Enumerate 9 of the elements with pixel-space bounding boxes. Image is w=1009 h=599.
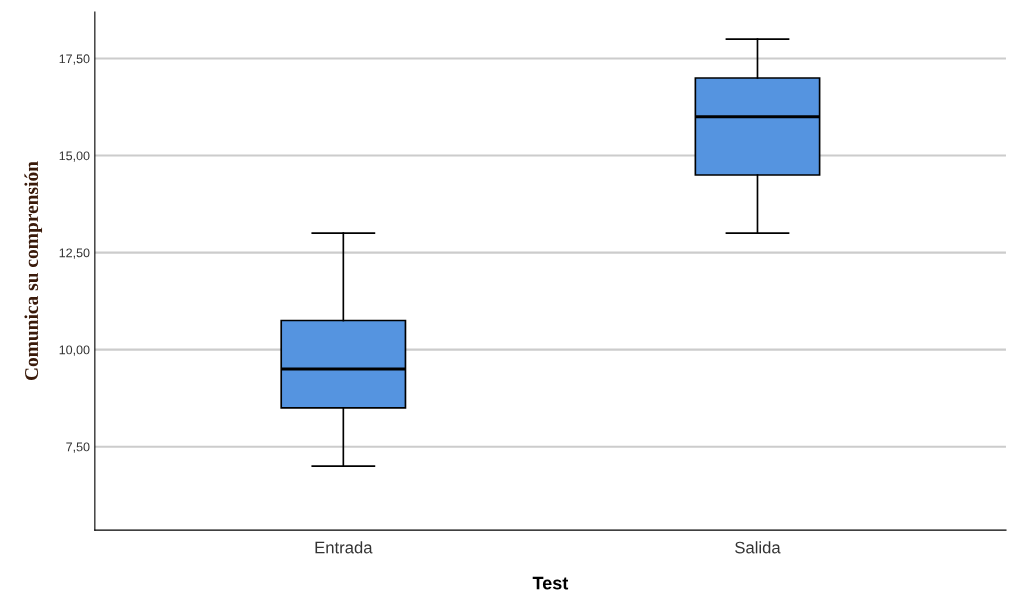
- x-tick-label: Salida: [735, 541, 781, 554]
- y-tick-label: 17,50: [59, 54, 90, 65]
- y-tick-label: 10,00: [59, 345, 90, 356]
- x-axis-title: Test: [532, 576, 569, 590]
- y-tick-label: 12,50: [59, 248, 90, 259]
- y-axis-title: Comunica su comprensión: [24, 161, 43, 381]
- y-tick-label: 7,50: [66, 442, 90, 453]
- y-tick-label: 15,00: [59, 151, 90, 162]
- x-tick-label: Entrada: [315, 541, 373, 554]
